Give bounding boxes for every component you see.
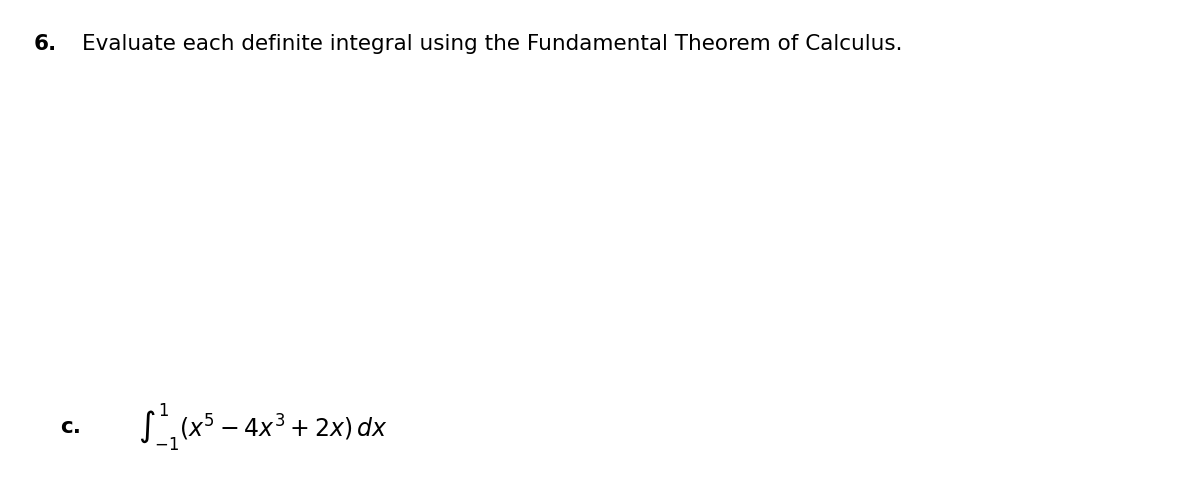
Text: 6.: 6.: [34, 34, 56, 55]
Text: $\int_{-1}^{1}(x^5 - 4x^3 + 2x)\, dx$: $\int_{-1}^{1}(x^5 - 4x^3 + 2x)\, dx$: [138, 402, 388, 453]
Text: Evaluate each definite integral using the Fundamental Theorem of Calculus.: Evaluate each definite integral using th…: [82, 34, 902, 55]
Text: c.: c.: [60, 417, 82, 437]
